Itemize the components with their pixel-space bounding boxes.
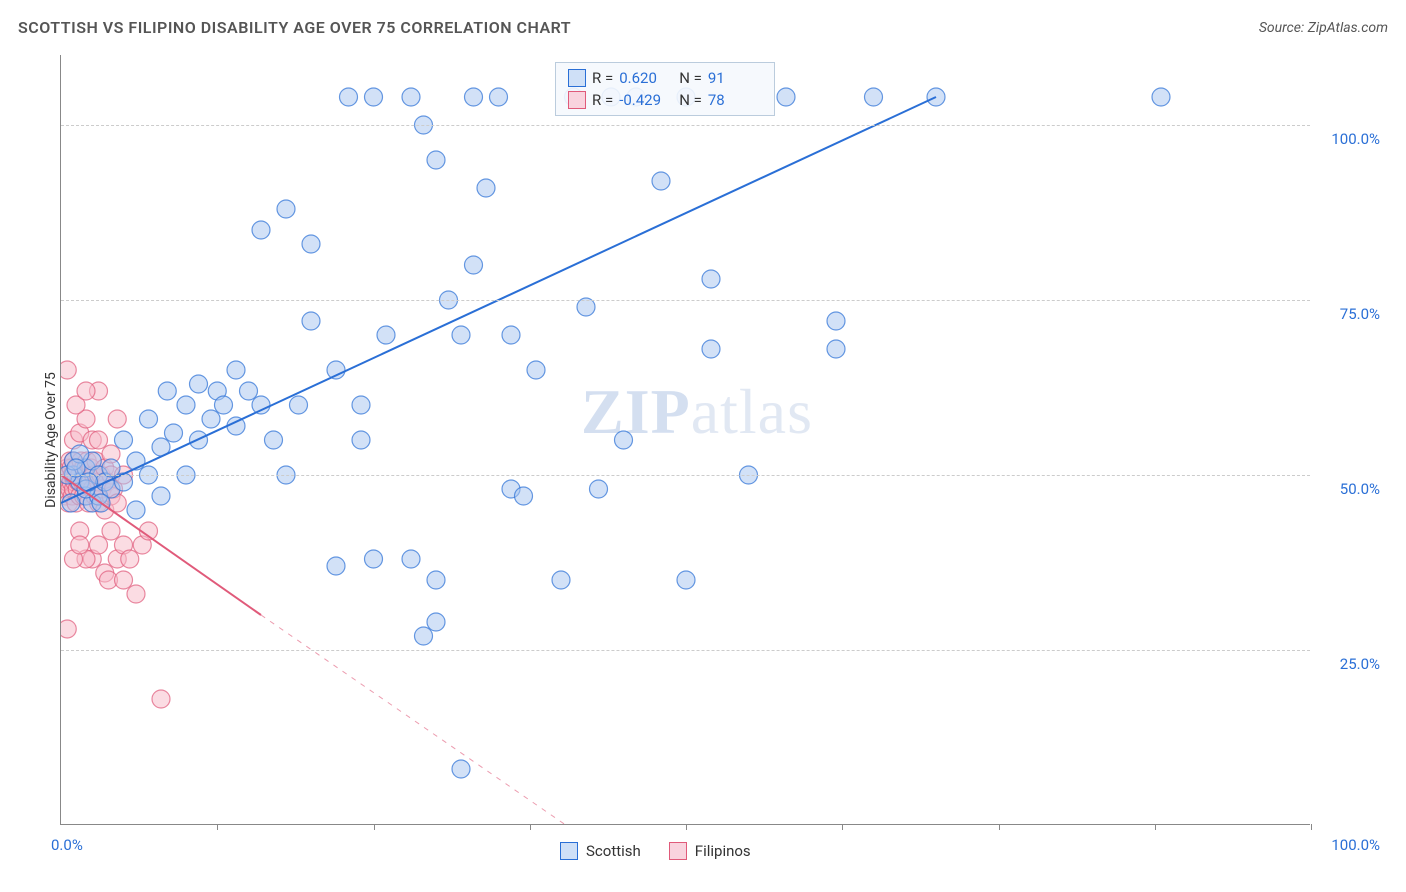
stat-label-n: N = bbox=[679, 69, 702, 87]
watermark: ZIPatlas bbox=[581, 375, 813, 449]
y-tick-label: 50.0% bbox=[1320, 480, 1380, 498]
stat-value-n-filipinos: 78 bbox=[708, 91, 762, 109]
chart-svg bbox=[61, 55, 1311, 825]
swatch-filipinos bbox=[669, 842, 687, 860]
legend-item-scottish: Scottish bbox=[560, 842, 641, 860]
swatch-scottish bbox=[568, 69, 586, 87]
stat-label-n: N = bbox=[679, 91, 702, 109]
y-axis-title: Disability Age Over 75 bbox=[43, 372, 59, 508]
swatch-filipinos bbox=[568, 91, 586, 109]
source-label: Source: ZipAtlas.com bbox=[1259, 20, 1388, 36]
stat-value-r-filipinos: -0.429 bbox=[619, 91, 673, 109]
stat-value-n-scottish: 91 bbox=[708, 69, 762, 87]
y-tick-label: 25.0% bbox=[1320, 655, 1380, 673]
stat-value-r-scottish: 0.620 bbox=[619, 69, 673, 87]
legend-item-filipinos: Filipinos bbox=[669, 842, 751, 860]
y-tick-label: 75.0% bbox=[1320, 305, 1380, 323]
chart-title: SCOTTISH VS FILIPINO DISABILITY AGE OVER… bbox=[18, 18, 571, 37]
legend-stats-row-scottish: R = 0.620 N = 91 bbox=[568, 67, 762, 89]
swatch-scottish bbox=[560, 842, 578, 860]
legend-stats-box: R = 0.620 N = 91 R = -0.429 N = 78 bbox=[555, 62, 775, 116]
legend-label-filipinos: Filipinos bbox=[695, 842, 751, 860]
x-axis-min-label: 0.0% bbox=[51, 836, 83, 854]
plot-area: Disability Age Over 75 0.0% 100.0% ZIPat… bbox=[60, 55, 1310, 825]
legend-series: Scottish Filipinos bbox=[560, 842, 751, 860]
x-axis-max-label: 100.0% bbox=[1320, 836, 1380, 854]
legend-stats-row-filipinos: R = -0.429 N = 78 bbox=[568, 89, 762, 111]
y-tick-label: 100.0% bbox=[1320, 130, 1380, 148]
legend-label-scottish: Scottish bbox=[586, 842, 641, 860]
stat-label-r: R = bbox=[592, 69, 613, 87]
stat-label-r: R = bbox=[592, 91, 613, 109]
